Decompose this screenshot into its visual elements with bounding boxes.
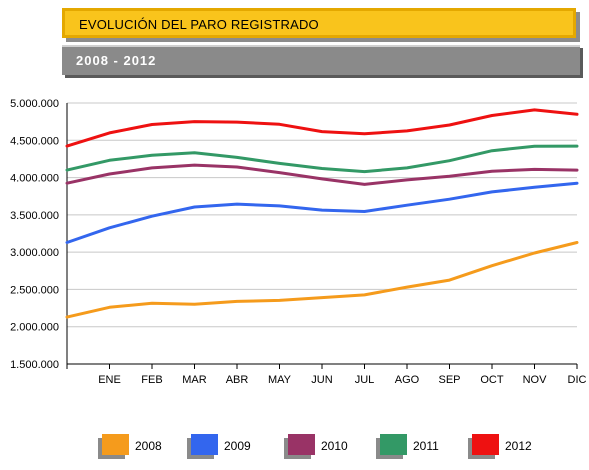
y-tick-label: 3.000.000 — [10, 247, 59, 259]
x-tick-label: ABR — [226, 374, 249, 386]
chart-legend: 2008 2009 2010 2011 2012 — [0, 430, 589, 466]
x-tick-label: MAR — [182, 374, 207, 386]
series-line-2010 — [65, 163, 579, 186]
x-tick-label: FEB — [141, 374, 162, 386]
chart-subtitle-banner: 2008 - 2012 — [62, 45, 580, 75]
series-line-2008 — [65, 241, 579, 319]
series-line-2012 — [65, 108, 579, 148]
chart-title-banner: EVOLUCIÓN DEL PARO REGISTRADO — [62, 8, 576, 38]
x-tick-label: JUL — [355, 374, 375, 386]
y-tick-label: 2.500.000 — [10, 284, 59, 296]
legend-label: 2009 — [224, 439, 251, 453]
legend-swatch — [472, 434, 499, 455]
line-chart: 1.500.000 2.000.000 2.500.000 3.000.000 3.50… — [10, 98, 587, 386]
x-tick-label: OCT — [480, 374, 504, 386]
x-tick-label: DIC — [568, 374, 587, 386]
y-tick-label: 5.000.000 — [10, 98, 59, 110]
x-tick-label: MAY — [268, 374, 292, 386]
y-tick-label: 3.500.000 — [10, 210, 59, 222]
x-tick-label: AGO — [395, 374, 420, 386]
legend-label: 2012 — [505, 439, 532, 453]
legend-swatch — [380, 434, 407, 455]
legend-swatch — [102, 434, 129, 455]
x-tick-label: ENE — [98, 374, 121, 386]
series-line-2009 — [65, 181, 579, 244]
legend-swatch — [191, 434, 218, 455]
legend-label: 2011 — [413, 439, 439, 453]
y-tick-label: 2.000.000 — [10, 322, 59, 334]
legend-label: 2010 — [321, 439, 348, 453]
y-tick-label: 1.500.000 — [10, 359, 59, 371]
series-line-2011 — [65, 144, 579, 174]
chart-title: EVOLUCIÓN DEL PARO REGISTRADO — [79, 17, 319, 32]
y-tick-label: 4.000.000 — [10, 173, 59, 185]
y-tick-label: 4.500.000 — [10, 135, 59, 147]
x-tick-label: SEP — [438, 374, 460, 386]
legend-label: 2008 — [135, 439, 162, 453]
x-tick-label: JUN — [311, 374, 332, 386]
x-tick-label: NOV — [523, 374, 548, 386]
chart-subtitle: 2008 - 2012 — [76, 53, 157, 68]
legend-swatch — [288, 434, 315, 455]
